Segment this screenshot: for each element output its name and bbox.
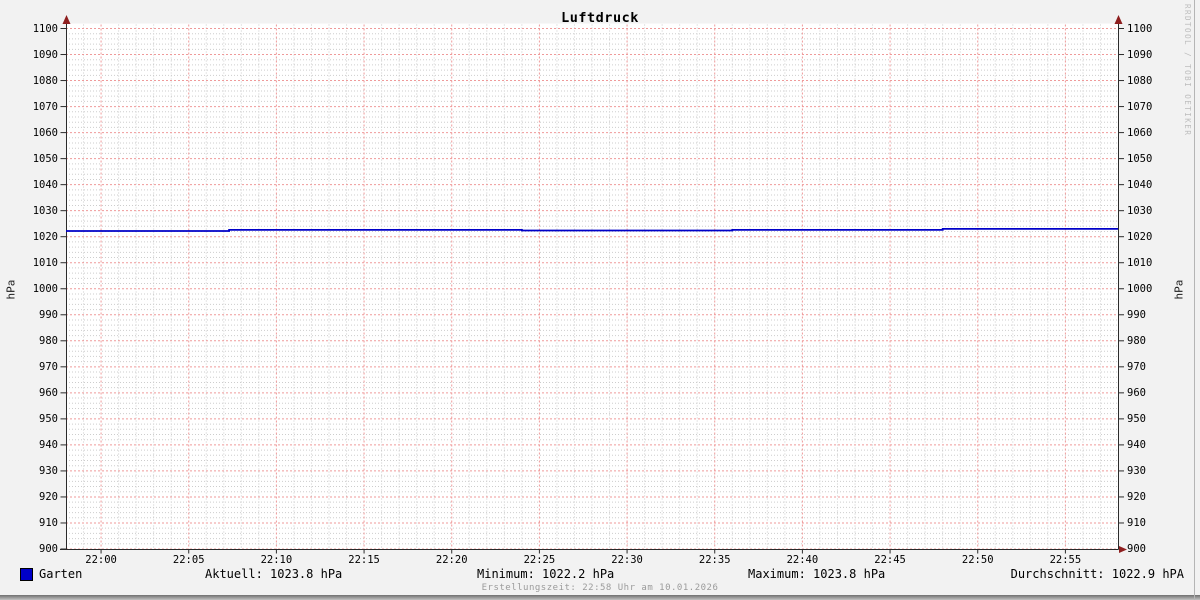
y-axis-tick-label: 960: [1127, 386, 1146, 399]
y-axis-tick-label: 960: [39, 386, 58, 399]
y-axis-tick-label: 970: [1127, 360, 1146, 373]
y-axis-tick-label: 920: [39, 490, 58, 503]
x-axis-tick-label: 22:20: [435, 554, 468, 566]
chart-title: Luftdruck: [561, 10, 639, 26]
right-border: [1194, 0, 1195, 600]
y-axis-tick-label: 1090: [32, 48, 58, 61]
y-axis-tick-label: 1100: [1127, 22, 1153, 35]
y-axis-tick-label: 1080: [1127, 74, 1153, 87]
stat-maximum: Maximum: 1023.8 hPa: [748, 567, 886, 581]
x-axis-tick-label: 22:10: [260, 554, 293, 566]
y-axis-tick-label: 1000: [32, 282, 58, 295]
legend-row: Garten Aktuell: 1023.8 hPa Minimum: 1022…: [0, 566, 1200, 582]
y-axis-tick-label: 1050: [32, 152, 58, 165]
stat-minimum: Minimum: 1022.2 hPa: [477, 567, 615, 581]
y-axis-tick-label: 1040: [1127, 178, 1153, 191]
y-axis-tick-label: 980: [1127, 334, 1146, 347]
creation-timestamp: Erstellungszeit: 22:58 Uhr am 10.01.2026: [481, 583, 719, 593]
y-axis-tick-label: 1000: [1127, 282, 1153, 295]
y-axis-tick-label: 990: [1127, 308, 1146, 321]
series-label: Garten: [39, 567, 83, 581]
y-axis-tick-label: 930: [1127, 464, 1146, 477]
y-axis-tick-label: 900: [1127, 543, 1146, 555]
y-axis-tick-label: 930: [39, 464, 58, 477]
y-axis-tick-label: 950: [39, 412, 58, 425]
x-axis-tick-label: 22:45: [874, 554, 906, 566]
x-axis-tick-label: 22:30: [611, 554, 643, 566]
stat-aktuell: Aktuell: 1023.8 hPa: [205, 567, 343, 581]
y-axis-tick-label: 1070: [1127, 100, 1153, 113]
x-axis-tick-label: 22:00: [85, 554, 117, 566]
stat-durchschnitt: Durchschnitt: 1022.9 hPA: [1010, 567, 1184, 581]
y-axis-tick-label: 1060: [32, 126, 58, 139]
y-axis-tick-label: 940: [39, 438, 58, 451]
x-axis-tick-label: 22:15: [348, 554, 380, 566]
x-axis-tick-label: 22:25: [523, 554, 556, 566]
bottom-border: [0, 595, 1200, 600]
y-axis-tick-label: 910: [1127, 516, 1146, 529]
x-axis-tick-label: 22:05: [172, 554, 205, 566]
y-axis-tick-label: 1070: [32, 100, 58, 113]
y-axis-tick-label: 1050: [1127, 152, 1153, 165]
y-axis-tick-label: 1020: [32, 230, 58, 243]
y-axis-tick-label: 990: [39, 308, 58, 321]
y-axis-tick-label: 1010: [1127, 256, 1153, 269]
y-axis-tick-label: 970: [39, 360, 58, 373]
y-axis-tick-label: 1060: [1127, 126, 1153, 139]
y-axis-tick-label: 1020: [1127, 230, 1153, 243]
y-axis-title-right: hPa: [1172, 279, 1186, 300]
y-axis-tick-label: 1100: [32, 22, 58, 35]
x-axis-tick-label: 22:40: [786, 554, 819, 566]
rrdtool-watermark: RRDTOOL / TOBI OETIKER: [1183, 4, 1192, 137]
y-axis-tick-label: 910: [39, 516, 58, 529]
x-axis-tick-label: 22:55: [1049, 554, 1082, 566]
y-axis-tick-label: 980: [39, 334, 58, 347]
series-color-swatch: [20, 568, 33, 581]
y-axis-tick-label: 1010: [32, 256, 58, 269]
y-axis-tick-label: 920: [1127, 490, 1146, 503]
y-axis-tick-label: 940: [1127, 438, 1146, 451]
y-axis-tick-label: 1040: [32, 178, 58, 191]
y-axis-tick-label: 1090: [1127, 48, 1153, 61]
y-axis-tick-label: 900: [39, 543, 58, 555]
y-axis-tick-label: 1030: [32, 204, 58, 217]
y-axis-title-left: hPa: [4, 279, 18, 300]
y-axis-tick-label: 1030: [1127, 204, 1153, 217]
y-axis-tick-label: 1080: [32, 74, 58, 87]
x-axis-tick-label: 22:50: [961, 554, 994, 566]
y-axis-tick-label: 950: [1127, 412, 1146, 425]
x-axis-tick-label: 22:35: [698, 554, 731, 566]
